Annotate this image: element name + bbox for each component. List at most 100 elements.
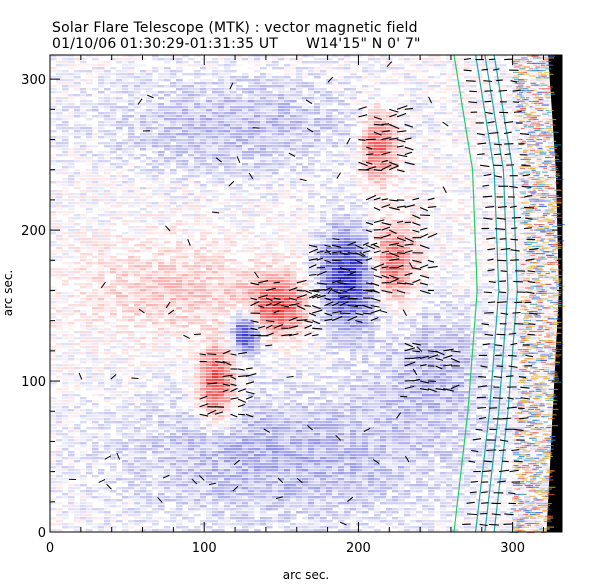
field-cell [302,232,309,235]
field-cell [464,265,471,268]
field-cell [80,226,87,229]
field-cell [338,199,345,202]
field-cell [290,274,297,277]
field-cell [470,100,477,103]
field-cell [278,151,285,154]
field-cell [266,127,273,130]
field-cell [230,268,237,271]
field-cell [446,208,453,211]
field-cell [542,55,549,58]
field-cell [422,184,429,187]
field-cell [122,283,129,286]
field-cell [374,79,381,82]
field-cell [182,127,189,130]
field-cell [362,184,369,187]
field-cell [350,85,357,88]
field-cell [440,199,447,202]
field-cell [500,148,507,151]
field-cell [440,259,447,262]
field-cell [302,139,309,142]
field-cell [284,70,291,73]
field-cell [98,199,105,202]
field-cell [164,133,171,136]
field-cell [344,244,351,247]
field-cell [50,154,57,157]
field-cell [452,160,459,163]
field-cell [62,214,69,217]
field-cell [374,127,381,130]
field-cell [464,88,471,91]
field-cell [224,259,231,262]
field-cell [500,262,507,265]
field-cell [62,172,69,175]
field-cell [206,61,213,64]
field-cell [164,139,171,142]
field-cell [62,145,69,148]
field-cell [542,64,549,67]
field-cell [374,100,381,103]
field-cell [56,64,63,67]
field-cell [260,142,267,145]
field-cell [422,139,429,142]
field-cell [488,202,495,205]
field-cell [380,154,387,157]
field-cell [152,70,159,73]
field-cell [158,253,165,256]
field-cell [404,223,411,226]
field-cell [332,205,339,208]
field-cell [176,142,183,145]
field-cell [488,181,495,184]
field-cell [332,115,339,118]
field-cell [536,121,543,124]
field-cell [326,193,333,196]
field-cell [344,115,351,118]
field-cell [500,217,507,220]
field-cell [134,232,141,235]
field-cell [188,226,195,229]
field-cell [308,256,315,259]
field-cell [80,127,87,130]
field-cell [284,235,291,238]
field-cell [542,256,549,259]
field-cell [56,208,63,211]
field-cell [212,151,219,154]
field-cell [332,235,339,238]
field-cell [440,112,447,115]
field-cell [182,184,189,187]
field-cell [242,175,249,178]
field-cell [344,250,351,253]
field-cell [272,199,279,202]
field-cell [320,196,327,199]
field-cell [188,232,195,235]
field-cell [230,226,237,229]
field-cell [272,109,279,112]
field-cell [392,55,399,58]
field-cell [242,115,249,118]
field-cell [194,223,201,226]
field-cell [242,169,249,172]
field-cell [122,181,129,184]
field-cell [236,169,243,172]
field-cell [332,244,339,247]
field-cell [254,97,261,100]
field-cell [530,223,537,226]
field-cell [182,271,189,274]
field-cell [302,127,309,130]
field-cell [530,154,537,157]
field-cell [260,151,267,154]
field-cell [140,196,147,199]
field-cell [290,127,297,130]
field-cell [404,280,411,283]
field-cell [314,151,321,154]
field-cell [278,223,285,226]
field-cell [368,118,375,121]
field-cell [56,235,63,238]
field-cell [374,262,381,265]
field-cell [248,148,255,151]
field-cell [308,127,315,130]
field-cell [218,253,225,256]
field-cell [368,274,375,277]
field-cell [158,91,165,94]
field-cell [98,106,105,109]
field-cell [86,250,93,253]
